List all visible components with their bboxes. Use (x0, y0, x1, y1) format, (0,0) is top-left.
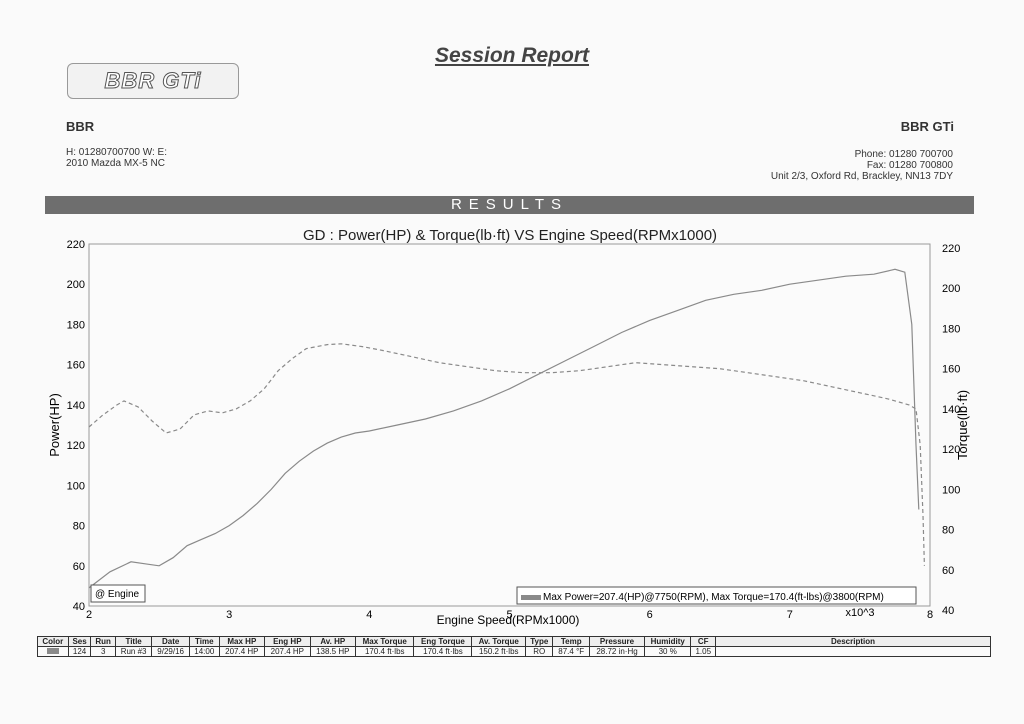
table-cell: 207.4 HP (218, 646, 266, 657)
table-cell: 1.05 (690, 646, 716, 657)
power-series-line (88, 268, 920, 589)
y-tick-left-label: 180 (67, 319, 85, 331)
table-row: 124 3 Run #3 9/29/16 14:00 207.4 HP 207.4 HP 13… (37, 646, 991, 657)
table-header-cell: Temp (552, 636, 591, 647)
y-tick-left-label: 60 (73, 561, 85, 573)
y-tick-left-label: 80 (73, 521, 85, 533)
table-cell (715, 646, 991, 657)
y-tick-left-label: 160 (67, 360, 85, 372)
table-cell: 87.4 °F (552, 646, 591, 657)
table-cell: RO (525, 646, 554, 657)
table-cell: 170.4 ft·lbs (413, 646, 473, 657)
y-tick-right-label: 60 (942, 565, 954, 577)
y-tick-right-label: 80 (942, 525, 954, 537)
table-cell: 14:00 (188, 646, 220, 657)
table-header-row: Color Ses Run Title Date Time Max HP Eng HP Av. … (37, 636, 991, 647)
chart-title: GD : Power(HP) & Torque(lb·ft) VS Engine… (303, 227, 717, 244)
customer-vehicle: 2010 Mazda MX-5 NC (66, 158, 165, 169)
table-header-cell: Av. HP (309, 636, 357, 647)
y-axis-right: 40 60 80 100 120 140 160 180 200 220 (942, 243, 960, 617)
table-header-cell: Eng HP (264, 636, 311, 647)
x-multiplier: x10^3 (845, 607, 874, 619)
table-header-cell: CF (690, 636, 716, 647)
table-cell: 138.5 HP (309, 646, 357, 657)
customer-contact: H: 01280700700 W: E: (66, 147, 167, 158)
table-cell: 170.4 ft·lbs (355, 646, 415, 657)
y-label-left: Power(HP) (47, 393, 62, 457)
x-tick-label: 3 (226, 609, 232, 621)
table-header-cell: Av. Torque (471, 636, 527, 647)
y-tick-left-label: 120 (67, 440, 85, 452)
table-header-cell: Humidity (643, 636, 692, 647)
legend-box (90, 584, 146, 603)
table-header-cell: Max Torque (355, 636, 415, 647)
x-label: Engine Speed(RPMx1000) (437, 613, 580, 627)
table-header-cell: Ses (67, 636, 92, 647)
table-header-cell: Date (151, 636, 190, 647)
x-tick-label: 2 (86, 609, 92, 621)
table-cell: Run #3 (114, 646, 153, 657)
plot-area (88, 243, 931, 607)
run-table: Color Ses Run Title Date Time Max HP Eng HP Av. … (37, 636, 991, 657)
table-header-cell: Description (715, 636, 991, 647)
y-tick-left-label: 100 (67, 480, 85, 492)
x-tick-label: 8 (927, 609, 933, 621)
y-tick-left-label: 220 (67, 239, 85, 251)
y-tick-left-label: 200 (67, 279, 85, 291)
y-label-right: Torque(lb·ft) (955, 390, 970, 460)
max-summary: Max Power=207.4(HP)@7750(RPM), Max Torqu… (543, 592, 884, 603)
y-tick-left-label: 40 (73, 601, 85, 613)
x-tick-label: 6 (647, 609, 653, 621)
torque-series-line (88, 343, 925, 566)
color-swatch-cell (37, 646, 69, 657)
y-tick-right-label: 160 (942, 364, 960, 376)
table-cell: 9/29/16 (151, 646, 190, 657)
x-axis: 2 3 4 5 6 7 8 (86, 609, 933, 621)
table-header-cell: Type (525, 636, 554, 647)
table-cell: 28.72 in·Hg (589, 646, 645, 657)
y-tick-right-label: 140 (942, 404, 960, 416)
y-axis-left: 40 60 80 100 120 140 160 180 200 220 (67, 239, 85, 613)
shop-name: BBR GTi (900, 119, 954, 134)
customer-name: BBR (66, 119, 95, 134)
y-tick-right-label: 120 (942, 444, 960, 456)
report-title: Session Report (434, 44, 590, 67)
table-cell: 3 (90, 646, 116, 657)
summary-box (516, 586, 917, 605)
y-tick-right-label: 180 (942, 323, 960, 335)
shop-address: Unit 2/3, Oxford Rd, Brackley, NN13 7DY (770, 171, 953, 182)
table-header-cell: Pressure (589, 636, 645, 647)
table-cell: 30 % (643, 646, 692, 657)
results-bar: RESULTS (45, 196, 974, 214)
summary-swatch (521, 595, 541, 600)
x-tick-label: 5 (506, 609, 512, 621)
table-header-cell: Time (188, 636, 220, 647)
y-tick-right-label: 100 (942, 484, 960, 496)
table-cell: 207.4 HP (264, 646, 311, 657)
x-tick-label: 4 (366, 609, 372, 621)
y-tick-left-label: 140 (67, 400, 85, 412)
table-cell: 150.2 ft·lbs (471, 646, 527, 657)
shop-phone: Phone: 01280 700700 (854, 149, 953, 160)
table-header-cell: Title (114, 636, 153, 647)
table-header-cell: Max HP (218, 636, 266, 647)
y-tick-right-label: 200 (942, 283, 960, 295)
table-cell: 124 (67, 646, 92, 657)
shop-fax: Fax: 01280 700800 (866, 160, 953, 171)
y-tick-right-label: 40 (942, 605, 954, 617)
color-swatch (46, 648, 59, 654)
x-tick-label: 7 (787, 609, 793, 621)
bbr-gti-logo: BBR GTi (67, 63, 239, 99)
dyno-chart: GD : Power(HP) & Torque(lb·ft) VS Engine… (47, 227, 970, 627)
legend-label: @ Engine (95, 589, 140, 600)
y-tick-right-label: 220 (942, 243, 960, 255)
table-header-cell: Color (37, 636, 69, 647)
logo-text: BBR GTi (104, 68, 202, 94)
table-header-cell: Run (90, 636, 116, 647)
table-header-cell: Eng Torque (413, 636, 473, 647)
